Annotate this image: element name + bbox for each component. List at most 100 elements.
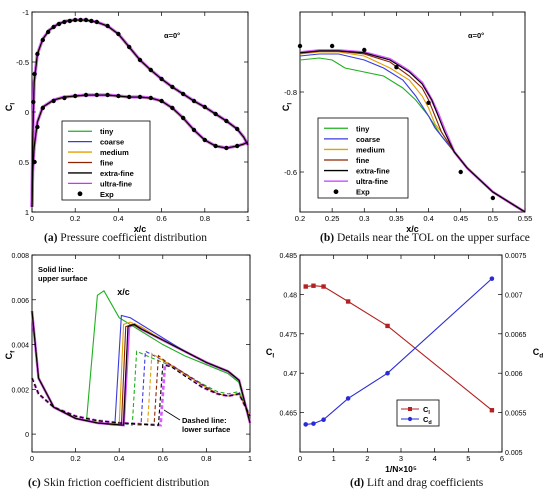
chart-a-exp-point xyxy=(235,143,240,149)
chart-a-legend-entry-ultra-fine: ultra-fine xyxy=(100,179,132,188)
chart-b-exp-point xyxy=(394,65,399,70)
chart-b-xtick-label-0: 0.2 xyxy=(295,214,305,223)
chart-a-xtick-label-1: 0.2 xyxy=(70,214,80,223)
chart-a-legend-entry-tiny: tiny xyxy=(100,127,114,136)
chart-d-point-cd xyxy=(303,422,309,427)
chart-a-exp-point xyxy=(51,24,56,30)
chart-a-exp-point xyxy=(40,37,45,43)
chart-c-upper-ultra-fine xyxy=(30,310,252,427)
chart-d-legend-marker-cd xyxy=(407,416,413,422)
chart-a-legend-entry-extra-fine: extra-fine xyxy=(100,169,134,178)
chart-d-yleft-label-3: 0.48 xyxy=(283,292,297,299)
chart-b-exp-point xyxy=(362,47,367,53)
chart-c-lower-medium xyxy=(31,352,251,426)
chart-d-ylabel-left-base: C xyxy=(266,347,273,357)
chart-c-note-pointer xyxy=(163,409,181,421)
chart-a-xlabel: x/c xyxy=(134,224,147,234)
chart-a-ytick-label-1: -0.5 xyxy=(16,58,29,67)
chart-b-legend-entry-tiny: tiny xyxy=(356,124,370,133)
chart-b-legend-entry-fine: fine xyxy=(356,156,369,165)
chart-a-exp-point xyxy=(40,105,45,111)
chart-a-exp-point xyxy=(62,19,67,25)
chart-d-ylabel-right-base: C xyxy=(533,347,540,357)
chart-a-exp-point xyxy=(127,44,132,50)
chart-a-exp-point xyxy=(78,17,83,23)
chart-a-exp-point xyxy=(213,143,218,149)
chart-a-exp-point xyxy=(62,95,67,101)
chart-a-exp-point xyxy=(31,99,36,105)
chart-a-exp-point xyxy=(56,21,62,27)
chart-b-legend-entry-ultra-fine: ultra-fine xyxy=(356,177,388,186)
chart-a-exp-point xyxy=(213,111,218,117)
chart-b-ylabel-text: Cl xyxy=(281,103,294,112)
chart-d-point-cd xyxy=(311,421,316,426)
chart-c-ytick-label-4: 0.008 xyxy=(11,253,29,260)
chart-b-exp-point xyxy=(329,43,335,49)
chart-b-legend-entry-exp: Exp xyxy=(356,188,370,197)
chart-b-xlabel: x/c xyxy=(406,224,419,234)
chart-c-xtick-label-0: 0 xyxy=(30,454,34,463)
chart-d-xtick-label-6: 6 xyxy=(500,454,504,463)
chart-d-xtick-label-3: 3 xyxy=(399,454,403,463)
chart-c-ytick-label-2: 0.004 xyxy=(11,343,29,350)
chart-a-exp-point xyxy=(83,92,89,98)
chart-d-yleft-label-4: 0.485 xyxy=(279,253,297,260)
chart-c-xtick-label-3: 0.6 xyxy=(158,454,168,463)
chart-a-ytick-label-2: 0 xyxy=(25,108,29,117)
chart-b-line-extra-fine xyxy=(299,50,526,213)
chart-a-exp-point xyxy=(159,98,164,104)
chart-d-xlabel: 1/N×10⁵ xyxy=(385,464,417,474)
chart-c-note-solid-1: Solid line: xyxy=(38,265,74,274)
chart-b-ytick-label-0: -0.8 xyxy=(284,88,297,97)
chart-a-annotation: α=0° xyxy=(164,31,180,40)
caption-a: (a) Pressure coefficient distribution xyxy=(44,232,207,244)
chart-c-ylabel-base: C xyxy=(4,352,14,359)
chart-b-xtick-label-1: 0.25 xyxy=(325,214,340,223)
chart-a-exp-point xyxy=(191,127,197,133)
chart-d-yleft-label-0: 0.465 xyxy=(279,411,297,418)
caption-b-text: Details near the TOL on the upper surfac… xyxy=(336,232,530,244)
chart-a-exp-point xyxy=(35,51,40,57)
caption-d: (d) Lift and drag coefficients xyxy=(350,477,483,489)
chart-b-exp-point xyxy=(297,43,303,49)
chart-b-legend-marker-exp xyxy=(333,189,339,195)
chart-d-yright-label-0: 0.005 xyxy=(505,450,523,457)
chart-d-legend-entry-cl-base: C xyxy=(423,405,429,414)
chart-c-xtick-label-1: 0.2 xyxy=(70,454,80,463)
chart-a-ytick-label-4: 1 xyxy=(25,208,29,217)
chart-c-xtick-label-2: 0.4 xyxy=(114,454,124,463)
chart-a-exp-point xyxy=(137,57,143,63)
chart-d-point-cl xyxy=(311,283,316,288)
chart-d-yright-label-2: 0.006 xyxy=(505,371,523,378)
caption-d-text: Lift and drag coefficients xyxy=(366,477,484,489)
chart-c-note-dashed-1: Dashed line: xyxy=(182,416,227,425)
chart-b-ylabel: Cl xyxy=(281,103,294,112)
chart-d-point-cd xyxy=(385,370,390,376)
chart-d-yright-label-3: 0.0065 xyxy=(505,332,527,339)
chart-b-ylabel-sub: l xyxy=(287,103,294,105)
chart-a-exp-point xyxy=(202,104,207,110)
chart-b-legend-entry-medium: medium xyxy=(356,145,385,154)
chart-a-exp-point xyxy=(148,67,153,73)
chart-a-exp-point xyxy=(32,71,37,77)
chart-d-xtick-label-1: 1 xyxy=(332,454,336,463)
chart-d-yright-label-5: 0.0075 xyxy=(505,253,527,260)
chart-a-exp-point xyxy=(137,94,143,100)
chart-a-ylabel-text: Cl xyxy=(4,103,17,112)
chart-a-exp-point xyxy=(67,18,73,24)
chart-d-point-cl xyxy=(489,408,495,413)
chart-d-ylabel-right-sub: d xyxy=(539,353,543,360)
caption-b-letter: (b) xyxy=(320,232,335,244)
chart-d-point-cl xyxy=(303,284,308,289)
chart-a-exp-point xyxy=(148,95,153,101)
caption-a-text: Pressure coefficient distribution xyxy=(60,232,207,244)
chart-c-ylabel-sub: f xyxy=(10,350,17,353)
chart-c-ytick-label-0: 0 xyxy=(25,432,29,439)
chart-b-legend-box xyxy=(317,117,409,199)
chart-a-legend-entry-fine: fine xyxy=(100,159,113,168)
chart-c-frame xyxy=(31,254,251,453)
chart-a-xtick-label-4: 0.8 xyxy=(200,214,210,223)
